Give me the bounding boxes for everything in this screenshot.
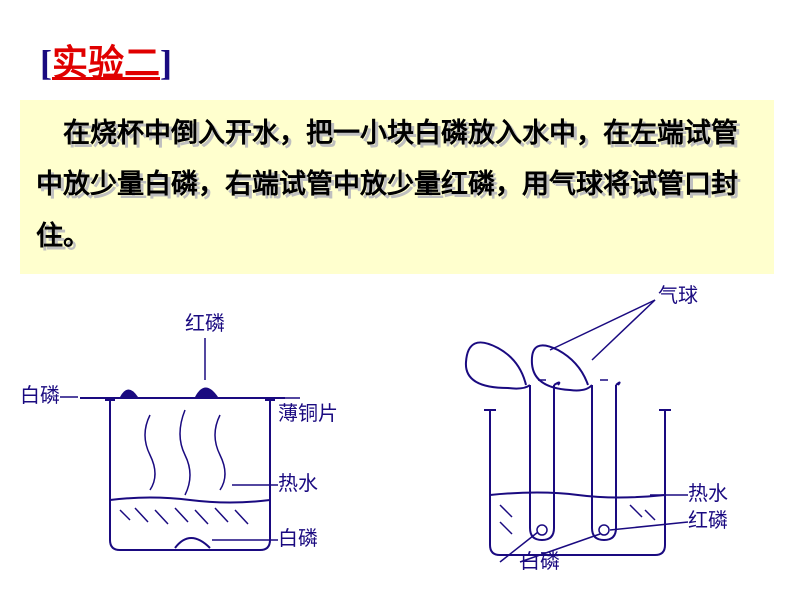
lbl-white-p-top: 白磷 [20, 384, 60, 407]
title-text: 实验二 [52, 43, 160, 83]
lbl-balloon: 气球 [658, 284, 698, 307]
lbl-red-p: 红磷 [185, 312, 225, 335]
figure-left: 红磷 白磷 薄铜片 热水 白磷 [20, 290, 360, 570]
description-text: 在烧杯中倒入开水，把一小块白磷放入水中，在左端试管中放少量白磷，右端试管中放少量… [36, 108, 758, 262]
lbl-white-p-right: 白磷 [520, 550, 560, 570]
title-bracket-open: [ [40, 43, 52, 83]
lbl-red-p-right: 红磷 [688, 509, 728, 532]
title-bracket-close: ] [160, 43, 172, 83]
lbl-white-p-bottom: 白磷 [278, 527, 318, 550]
figure-right: 气球 热水 红磷 白磷 [420, 270, 760, 570]
slide-title: [实验二] [40, 34, 172, 86]
lbl-hotwater-left: 热水 [278, 472, 318, 495]
lbl-hotwater-right: 热水 [688, 482, 728, 505]
lbl-copper: 薄铜片 [278, 402, 338, 425]
description-block: 在烧杯中倒入开水，把一小块白磷放入水中，在左端试管中放少量白磷，右端试管中放少量… [20, 100, 774, 274]
